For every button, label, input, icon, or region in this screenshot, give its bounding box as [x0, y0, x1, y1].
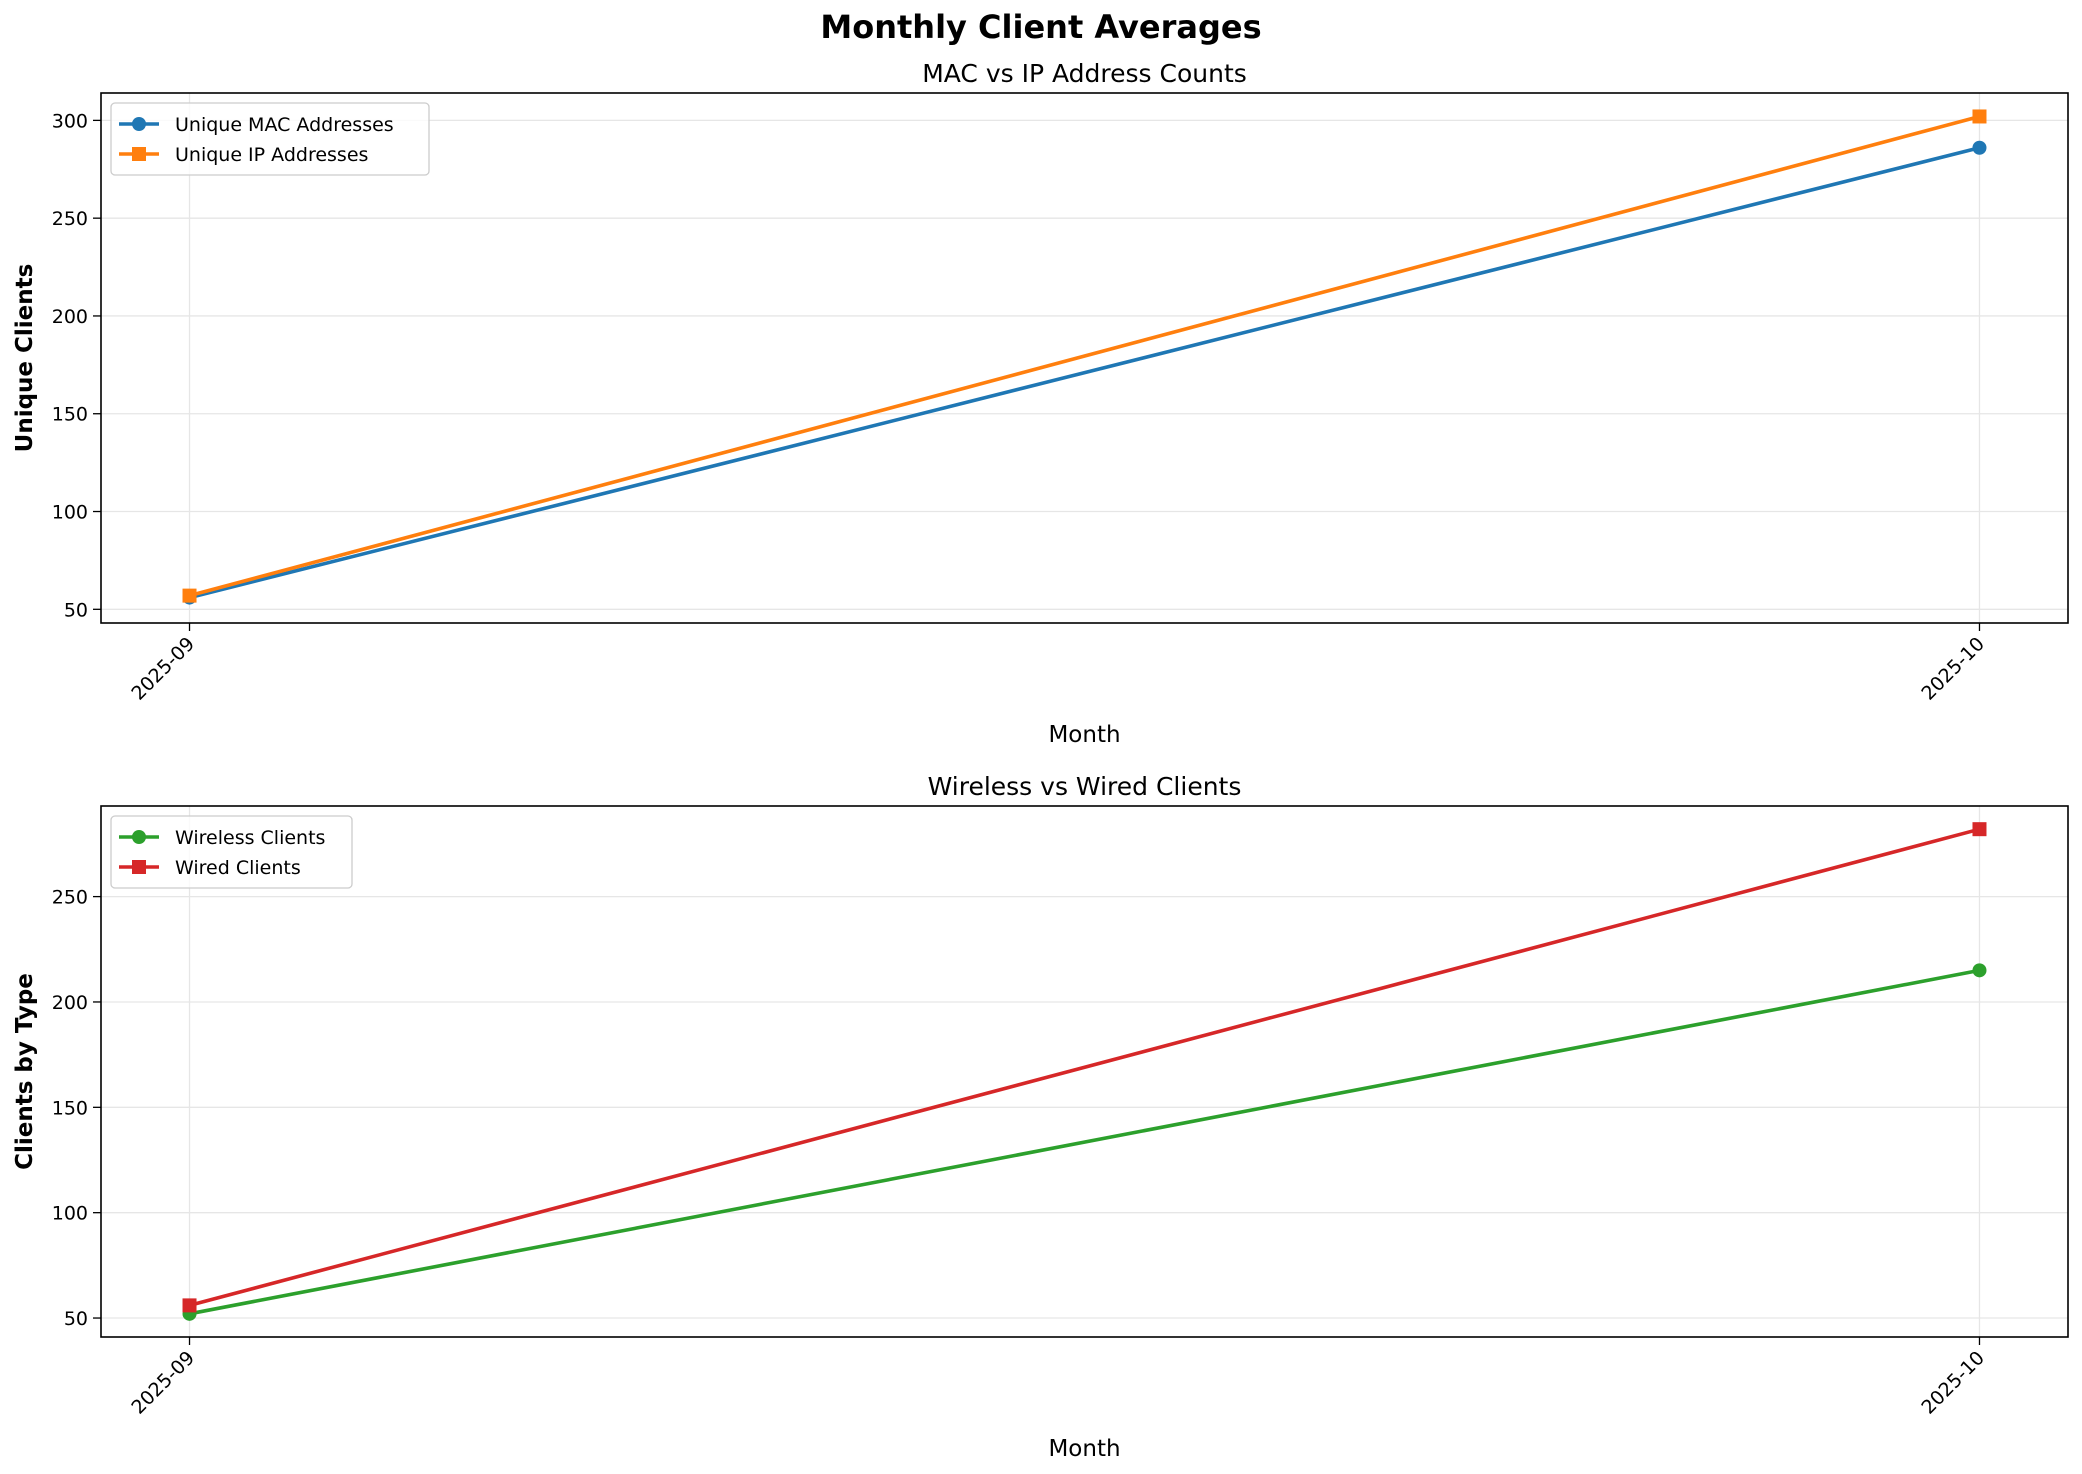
data-point-wired-clients — [1972, 822, 1987, 837]
chart-title: MAC vs IP Address Counts — [922, 59, 1247, 88]
y-tick-label: 150 — [52, 404, 88, 426]
legend: Wireless Clients Wired Clients — [110, 815, 353, 889]
x-tick-label: 2025-09 — [127, 1347, 199, 1419]
axes-frame — [100, 805, 2069, 1338]
data-point-unique-ip-addresses — [182, 588, 197, 603]
series-line-wired-clients — [189, 827, 1980, 1308]
y-axis-label: Clients by Type — [12, 973, 38, 1170]
chart-panel-mac-ip: 50 100 150 200 250 300 2025-09 2025-10 MAC vs IP… — [12, 59, 2069, 748]
series-line-unique-ip-addresses — [189, 114, 1980, 598]
legend-label-unique-mac-addresses: Unique MAC Addresses — [175, 114, 394, 136]
y-tick-label: 300 — [52, 110, 88, 132]
x-tick-label: 2025-09 — [127, 633, 199, 705]
data-point-wired-clients — [182, 1298, 197, 1313]
y-tick-label: 100 — [52, 1203, 88, 1225]
axes-frame — [100, 92, 2069, 624]
legend-box — [110, 102, 430, 176]
y-tick-label: 200 — [52, 306, 88, 328]
y-tick-label: 250 — [52, 887, 88, 909]
legend-marker-unique-ip-addresses — [132, 147, 146, 161]
x-tick-label: 2025-10 — [1917, 633, 1989, 705]
data-point-unique-mac-addresses — [1972, 140, 1987, 155]
figure-title: Monthly Client Averages — [820, 8, 1262, 46]
legend-box — [110, 815, 353, 889]
legend-marker-wireless-clients — [132, 830, 146, 844]
y-tick-label: 100 — [52, 502, 88, 524]
legend-label-wireless-clients: Wireless Clients — [175, 827, 325, 849]
legend: Unique MAC Addresses Unique IP Addresses — [110, 102, 430, 176]
y-tick-label: 150 — [52, 1097, 88, 1119]
chart-title: Wireless vs Wired Clients — [928, 772, 1242, 801]
legend-marker-wired-clients — [132, 860, 146, 874]
y-tick-label: 250 — [52, 208, 88, 230]
y-tick-label: 50 — [64, 599, 88, 621]
series-line-wireless-clients — [189, 968, 1980, 1316]
legend-marker-unique-mac-addresses — [132, 117, 146, 131]
x-axis-label: Month — [1048, 722, 1120, 748]
y-tick-label: 200 — [52, 992, 88, 1014]
legend-label-unique-ip-addresses: Unique IP Addresses — [175, 144, 368, 166]
y-axis-label: Unique Clients — [12, 264, 38, 453]
y-tick-label: 50 — [64, 1308, 88, 1330]
data-point-wireless-clients — [1972, 963, 1987, 978]
x-tick-label: 2025-10 — [1917, 1347, 1989, 1419]
data-point-unique-ip-addresses — [1972, 109, 1987, 124]
x-axis-label: Month — [1048, 1436, 1120, 1462]
chart-panel-wireless-wired: 50 100 150 200 250 2025-09 2025-10 Wireless vs … — [12, 772, 2069, 1462]
series-line-unique-mac-addresses — [189, 146, 1980, 600]
legend-label-wired-clients: Wired Clients — [175, 857, 301, 879]
